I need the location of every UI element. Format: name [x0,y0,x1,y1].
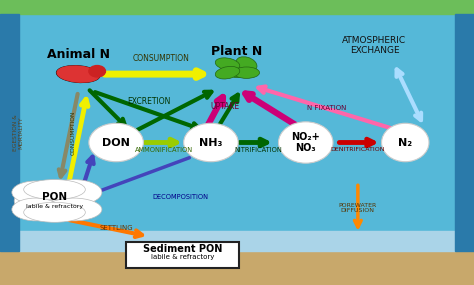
Text: EGESTION &
MORTALITY: EGESTION & MORTALITY [13,114,23,151]
Bar [0,251,474,285]
Text: DON: DON [102,137,130,148]
Text: Plant N: Plant N [211,45,263,58]
Ellipse shape [228,62,246,78]
Text: UPTAKE: UPTAKE [210,102,240,111]
Text: Sediment PON: Sediment PON [143,244,222,254]
FancyBboxPatch shape [126,242,239,268]
Text: N FIXATION: N FIXATION [307,105,347,111]
Bar [19,231,455,251]
Ellipse shape [183,123,238,162]
Text: labile & refractory: labile & refractory [151,254,214,260]
Text: POREWATER
DIFFUSION: POREWATER DIFFUSION [339,203,377,213]
Text: Animal N: Animal N [47,48,109,61]
Ellipse shape [57,66,100,82]
Text: NO₂+
NO₃: NO₂+ NO₃ [292,132,320,153]
Text: DECOMPOSITION: DECOMPOSITION [152,194,208,200]
Ellipse shape [215,58,240,70]
Text: ATMOSPHERIC
EXCHANGE: ATMOSPHERIC EXCHANGE [342,36,407,55]
Bar [0,14,19,251]
Text: EXCRETION: EXCRETION [128,97,171,106]
Ellipse shape [215,66,240,79]
Text: N₂: N₂ [398,137,412,148]
Ellipse shape [45,180,102,205]
Bar [0,0,474,251]
Text: DENITRIFICATION: DENITRIFICATION [331,147,385,152]
Ellipse shape [382,123,429,162]
Text: NITRIFICATION: NITRIFICATION [235,146,282,153]
Bar [0,0,474,14]
Ellipse shape [236,57,257,72]
Ellipse shape [57,66,99,82]
Text: labile & refractory: labile & refractory [26,204,83,209]
Text: SETTLING: SETTLING [100,225,133,231]
Text: NH₃: NH₃ [199,137,223,148]
Text: PON: PON [42,192,67,202]
Ellipse shape [14,184,95,218]
Text: CONSUMPTION: CONSUMPTION [133,54,190,63]
Bar [455,14,474,251]
Ellipse shape [89,66,105,77]
Ellipse shape [233,67,260,78]
Text: CONSUMPTION: CONSUMPTION [71,110,76,155]
Text: AMMONIFICATION: AMMONIFICATION [135,146,192,153]
Ellipse shape [12,198,59,221]
Ellipse shape [24,202,85,222]
Ellipse shape [45,198,102,221]
Ellipse shape [279,122,333,163]
Ellipse shape [12,181,59,204]
Ellipse shape [56,66,100,82]
Ellipse shape [89,123,143,162]
Ellipse shape [24,180,85,200]
